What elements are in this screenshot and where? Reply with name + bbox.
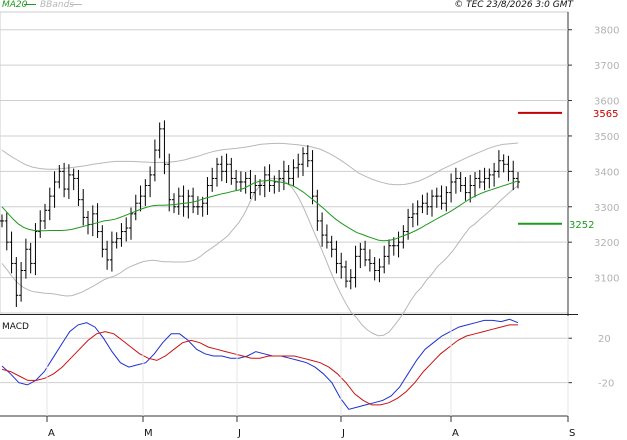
price-tick-label: 3700 <box>594 61 619 72</box>
bbands-lower-line <box>1 177 519 337</box>
x-tick-label: S <box>569 428 575 439</box>
macd-panel-title: MACD <box>2 322 29 332</box>
x-tick-label: A <box>48 428 55 439</box>
macd-line <box>1 318 519 410</box>
x-tick-label: M <box>144 428 153 439</box>
bbands-upper-line <box>1 142 519 186</box>
x-tick-label: A <box>452 428 459 439</box>
price-tick-label: 3600 <box>594 97 619 108</box>
ma20-line <box>1 180 519 242</box>
copyright-timestamp: © TEC 23/8/2026 3:0 GMT <box>454 0 573 10</box>
price-tick-label: 3300 <box>594 203 619 214</box>
bbands-legend-label: BBands <box>40 0 74 10</box>
price-tick-label: 3200 <box>594 238 619 249</box>
ma20-legend-swatch <box>24 4 36 5</box>
x-tick-label: J <box>341 428 345 439</box>
macd-signal-line <box>1 324 518 406</box>
price-tick-label: 3100 <box>594 274 619 285</box>
price-tick-label: 3400 <box>594 167 619 178</box>
ma20-legend-label: MA20 <box>2 0 28 10</box>
bbands-legend-swatch <box>70 4 82 5</box>
price-tick-label: 3500 <box>594 132 619 143</box>
price-tick-label: 3800 <box>594 26 619 37</box>
macd-tick-label: -20 <box>598 379 614 390</box>
level-marker-label: 3252 <box>569 220 594 231</box>
macd-tick-label: 20 <box>598 334 611 345</box>
x-tick-label: J <box>237 428 241 439</box>
level-marker-label: 3565 <box>593 109 618 120</box>
